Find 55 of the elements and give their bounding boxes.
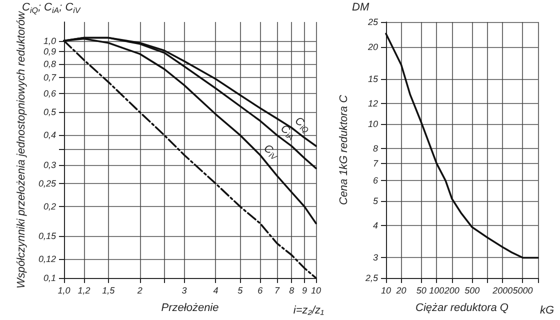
y-tick-label: 0,8 xyxy=(43,58,56,69)
y-tick-label: 25 xyxy=(366,17,379,27)
x-tick-label: 6 xyxy=(258,286,263,296)
y-tick-label: 4 xyxy=(372,220,378,231)
x-tick-label: 1,5 xyxy=(102,286,116,296)
x-tick-label: 10 xyxy=(310,286,322,296)
text: CiQ xyxy=(292,114,310,136)
text: CiV xyxy=(262,142,279,162)
y-tick-label: 0,12 xyxy=(38,254,56,264)
text: CiA xyxy=(278,122,296,142)
x-tick-label: 20 xyxy=(395,286,406,296)
text: i=z₂/z₁ xyxy=(293,304,325,316)
y-tick-label: 20 xyxy=(366,42,378,52)
x-tick-label: 100 xyxy=(429,286,444,296)
y-tick-label: 0,5 xyxy=(43,107,57,118)
y-tick-label: 0,3 xyxy=(43,160,56,170)
x-tick-label: 5000 xyxy=(512,286,533,296)
x-tick-label: 9 xyxy=(302,286,307,296)
y-tick-label: 0,15 xyxy=(38,231,57,242)
x-tick-label: 10 xyxy=(380,286,392,296)
y-tick-label: 0,1 xyxy=(43,273,56,283)
x-tick-label: 8 xyxy=(289,286,294,296)
x-tick-label: 500 xyxy=(464,286,480,296)
y-tick-label: 12 xyxy=(368,98,378,109)
y-tick-label: 1,0 xyxy=(43,36,56,46)
x-tick-label: 2 xyxy=(136,286,142,296)
y-axis-title: Współczynniki przełożenia jednostopniowych reduktorów xyxy=(16,10,28,288)
y-tick-label: 0,2 xyxy=(43,202,56,212)
x-tick-label: 7 xyxy=(274,286,280,296)
y-tick-label: 15 xyxy=(368,74,379,84)
text: kG xyxy=(540,304,554,316)
text: DM xyxy=(352,2,370,14)
y-tick-label: 6 xyxy=(372,176,378,186)
y-tick-label: 8 xyxy=(372,144,378,154)
y-tick-label: 3 xyxy=(372,252,378,263)
y-tick-label: 7 xyxy=(372,158,379,169)
x-tick-label: 3 xyxy=(182,286,187,296)
y-tick-label: 5 xyxy=(372,196,379,206)
x-tick-label: 200 xyxy=(443,286,460,296)
y-tick-label: 10 xyxy=(368,118,378,129)
x-tick-label: 4 xyxy=(213,286,218,296)
x-axis-title: Ciężar reduktora Q xyxy=(416,302,509,314)
y-tick-label: 0,4 xyxy=(43,130,56,140)
x-tick-label: 2000 xyxy=(492,286,513,296)
y-axis-title: Cena 1kG reduktora C xyxy=(338,94,350,206)
y-tick-label: 0,7 xyxy=(43,72,57,83)
y-tick-label: 0,6 xyxy=(43,88,56,98)
x-tick-label: 5 xyxy=(238,286,244,296)
x-tick-label: 1,2 xyxy=(78,286,90,296)
y-tick-label: 0,9 xyxy=(43,46,56,57)
y-tick-label: 0,25 xyxy=(38,178,57,189)
x-tick-label: 50 xyxy=(416,286,426,296)
y-tick-label: 2,5 xyxy=(364,273,379,283)
x-tick-label: 1,0 xyxy=(58,286,70,296)
x-axis-title: Przełożenie xyxy=(161,302,219,314)
